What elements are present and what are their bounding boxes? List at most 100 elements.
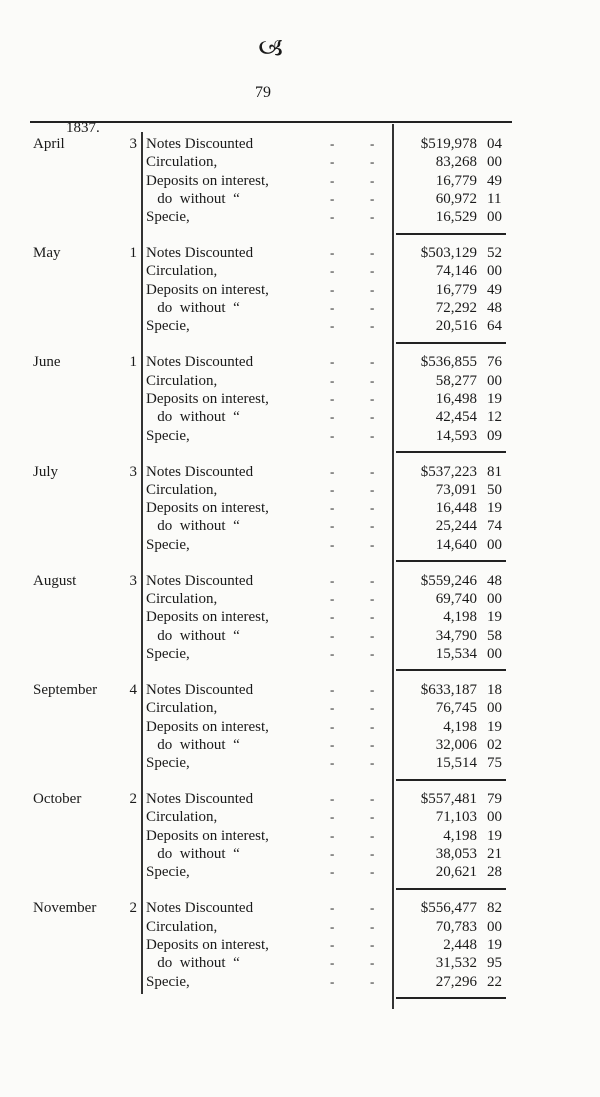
dollar-amount: $503,129	[420, 245, 477, 262]
leader-dash: -	[370, 645, 375, 661]
leader-dash: -	[330, 190, 335, 206]
ledger-row: Notes Discounted - - $503,129 52	[0, 245, 600, 263]
cents-amount: 75	[487, 755, 502, 772]
cents-amount: 00	[487, 918, 502, 935]
cents-amount: 00	[487, 154, 502, 171]
day-number: 3	[129, 136, 138, 152]
ledger-row: Deposits on interest, - - 2,448 19	[0, 937, 600, 955]
leader-dash: -	[370, 936, 375, 952]
leader-dash: -	[330, 973, 335, 989]
cents-amount: 64	[487, 318, 502, 335]
section-rule	[396, 669, 506, 672]
row-label: Deposits on interest,	[146, 281, 269, 298]
dollar-amount: $559,246	[420, 572, 477, 589]
month-label: May	[33, 245, 61, 262]
dollar-amount: 14,640	[435, 536, 477, 553]
cents-amount: 82	[487, 900, 502, 917]
dollar-amount: 16,779	[435, 172, 477, 189]
row-label: Deposits on interest,	[146, 718, 269, 735]
cents-amount: 28	[487, 864, 502, 881]
ledger-row: Deposits on interest, - - 16,779 49	[0, 173, 600, 191]
ledger-row: Notes Discounted - - $633,187 18	[0, 682, 600, 700]
row-label: Deposits on interest,	[146, 827, 269, 844]
section-rule	[396, 341, 506, 344]
row-label: Deposits on interest,	[146, 390, 269, 407]
leader-dash: -	[330, 936, 335, 952]
row-label: Circulation,	[146, 918, 218, 935]
day-number: 2	[129, 791, 138, 808]
month-label: October	[33, 791, 82, 808]
leader-dash: -	[330, 318, 335, 334]
dollar-amount: 34,790	[435, 627, 477, 644]
leader-dash: -	[370, 627, 375, 643]
cents-amount: 49	[487, 172, 502, 189]
dollar-amount: 83,268	[435, 154, 477, 171]
section-rule	[396, 232, 506, 235]
ledger-row: Notes Discounted - - $537,223 81	[0, 464, 600, 482]
leader-dash: -	[330, 245, 335, 261]
dollar-amount: $633,187	[420, 682, 477, 698]
cents-amount: 00	[487, 536, 502, 553]
ledger-row: Circulation, - - 73,091 50	[0, 482, 600, 500]
ledger-row: Notes Discounted - - $519,978 04	[0, 136, 600, 154]
leader-dash: -	[330, 372, 335, 388]
dollar-amount: 27,296	[435, 973, 477, 990]
leader-dash: -	[370, 136, 375, 151]
cents-amount: 49	[487, 281, 502, 298]
cents-amount: 19	[487, 609, 502, 626]
leader-dash: -	[370, 463, 375, 479]
month-label: November	[33, 900, 97, 917]
leader-dash: -	[370, 700, 375, 716]
leader-dash: -	[330, 700, 335, 716]
row-label: Specie,	[146, 864, 190, 881]
leader-dash: -	[370, 172, 375, 188]
leader-dash: -	[330, 736, 335, 752]
dollar-amount: 4,198	[443, 827, 477, 844]
ledger-row: Circulation, - - 70,783 00	[0, 919, 600, 937]
dollar-amount: 20,621	[435, 864, 477, 881]
leader-dash: -	[370, 354, 375, 370]
cents-amount: 02	[487, 736, 502, 753]
day-number: 4	[129, 682, 138, 698]
leader-dash: -	[330, 955, 335, 971]
dollar-amount: 14,593	[435, 427, 477, 444]
leader-dash: -	[370, 609, 375, 625]
month-label: June	[33, 354, 61, 371]
row-label: Circulation,	[146, 481, 218, 498]
ledger-row: Notes Discounted - - $556,477 82	[0, 900, 600, 918]
cents-amount: 19	[487, 936, 502, 953]
cents-amount: 95	[487, 955, 502, 972]
leader-dash: -	[330, 591, 335, 607]
leader-dash: -	[330, 500, 335, 516]
dollar-amount: 16,529	[435, 209, 477, 226]
leader-dash: -	[370, 827, 375, 843]
leader-dash: -	[330, 209, 335, 225]
cents-amount: 19	[487, 390, 502, 407]
cents-amount: 00	[487, 700, 502, 717]
ledger-row: Circulation, - - 69,740 00	[0, 591, 600, 609]
cents-amount: 48	[487, 572, 502, 589]
dollar-amount: $537,223	[420, 463, 477, 480]
leader-dash: -	[370, 500, 375, 516]
leader-dash: -	[370, 809, 375, 825]
leader-dash: -	[370, 318, 375, 334]
leader-dash: -	[370, 518, 375, 534]
leader-dash: -	[330, 281, 335, 297]
month-label: August	[33, 572, 77, 589]
leader-dash: -	[330, 154, 335, 170]
leader-dash: -	[370, 209, 375, 225]
section-rule	[396, 887, 506, 890]
cents-amount: 22	[487, 973, 502, 990]
section-rule	[396, 450, 506, 453]
month-label: July	[33, 463, 59, 480]
row-label: do without “	[146, 518, 240, 535]
row-label: Notes Discounted	[146, 572, 254, 589]
row-label: Circulation,	[146, 263, 218, 280]
ledger-row: Specie, - - 27,296 22	[0, 974, 600, 992]
dollar-amount: 31,532	[435, 955, 477, 972]
dollar-amount: 20,516	[435, 318, 477, 335]
cents-amount: 19	[487, 718, 502, 735]
dollar-amount: $519,978	[420, 136, 477, 152]
leader-dash: -	[330, 809, 335, 825]
dollar-amount: 16,779	[435, 281, 477, 298]
